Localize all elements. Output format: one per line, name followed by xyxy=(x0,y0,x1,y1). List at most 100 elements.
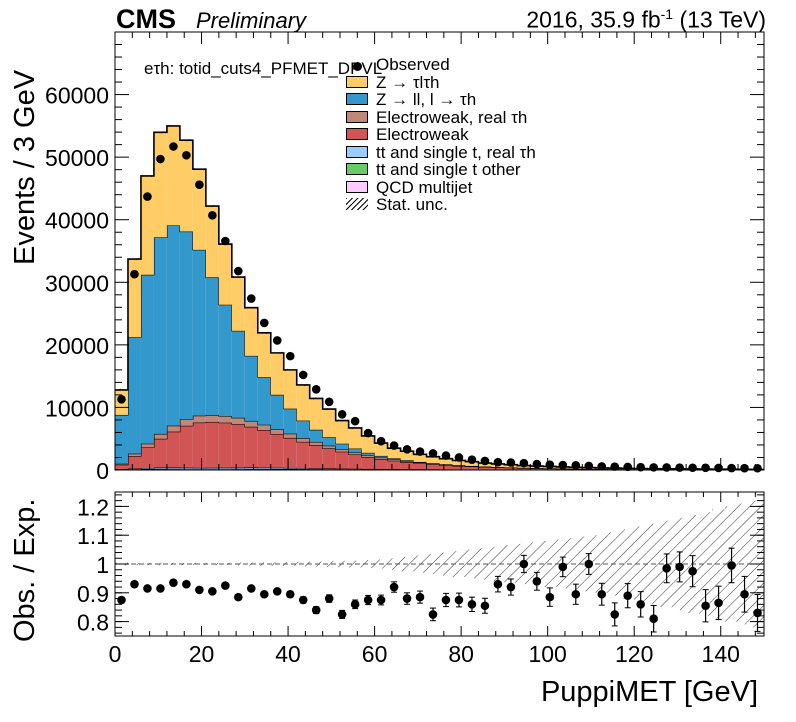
ratio-point-23 xyxy=(415,592,425,602)
ratio-point-18 xyxy=(350,600,360,609)
stack-bar-4-5 xyxy=(179,419,193,426)
stack-bar-3-25 xyxy=(439,465,453,470)
stack-bar-4-4 xyxy=(166,425,180,432)
stack-bar-4-18 xyxy=(348,452,362,455)
ratio-y-tick-label-0: 0.8 xyxy=(77,610,109,636)
stack-bar-3-8 xyxy=(218,422,232,468)
stack-bar-2-11 xyxy=(257,467,271,469)
legend-swatch xyxy=(346,58,368,71)
ratio-y-tick-label-2: 1 xyxy=(96,552,109,578)
stack-bar-6-20 xyxy=(374,443,388,456)
ratio-point-44 xyxy=(688,566,697,576)
x-axis-label: PuppiMET [GeV] xyxy=(540,676,758,708)
stack-bar-3-6 xyxy=(192,422,206,467)
experiment-label: CMS xyxy=(116,4,176,34)
ratio-point-30 xyxy=(506,582,516,592)
ratio-point-42 xyxy=(662,564,671,573)
stack-bar-3-13 xyxy=(283,437,297,468)
stack-bar-5-9 xyxy=(231,330,245,418)
ratio-point-21 xyxy=(389,582,399,592)
ratio-unc-band-24 xyxy=(426,553,440,575)
stack-bar-3-0 xyxy=(115,464,128,470)
stat-unc-band-3 xyxy=(153,131,167,134)
stack-bar-5-6 xyxy=(192,249,206,416)
observed-point-39 xyxy=(623,462,633,472)
observed-point-48 xyxy=(740,463,749,473)
ratio-y-axis-label: Obs. / Exp. xyxy=(9,498,41,642)
ratio-point-26 xyxy=(454,595,464,605)
ratio-point-24 xyxy=(428,610,438,619)
observed-point-17 xyxy=(337,410,347,419)
ratio-point-10 xyxy=(246,584,256,593)
observed-point-24 xyxy=(428,449,438,458)
stack-bar-3-7 xyxy=(205,421,219,467)
stack-bar-3-15 xyxy=(309,445,323,469)
ratio-point-15 xyxy=(311,605,321,615)
stack-bar-4-20 xyxy=(374,457,388,460)
stack-bar-3-10 xyxy=(244,426,258,468)
stack-bar-6-16 xyxy=(322,409,336,438)
stat-unc-band-9 xyxy=(231,275,245,279)
stack-bar-4-9 xyxy=(231,417,245,425)
main-y-tick-label-4: 40000 xyxy=(45,208,109,234)
ratio-point-36 xyxy=(584,559,594,569)
stack-bar-4-11 xyxy=(257,424,271,431)
main-y-tick-label-6: 60000 xyxy=(45,83,109,109)
stack-bar-3-30 xyxy=(504,467,518,470)
stack-bar-5-5 xyxy=(179,231,193,420)
stack-bar-5-13 xyxy=(283,408,297,434)
legend-label: tt and single t other xyxy=(376,160,521,179)
observed-point-10 xyxy=(246,294,256,303)
ratio-point-46 xyxy=(714,598,723,608)
stack-bar-6-1 xyxy=(127,259,141,338)
observed-point-15 xyxy=(311,384,321,394)
main-y-axis-label: Events / 3 GeV xyxy=(9,69,41,265)
stack-bar-6-10 xyxy=(244,307,258,356)
ratio-point-33 xyxy=(545,592,555,602)
stat-unc-band-7 xyxy=(205,204,219,208)
stack-bar-6-18 xyxy=(348,427,362,449)
observed-point-9 xyxy=(234,266,243,276)
observed-point-21 xyxy=(389,441,399,450)
observed-point-31 xyxy=(519,458,529,468)
x-tick-label-5: 100 xyxy=(528,641,566,667)
observed-point-46 xyxy=(714,463,723,473)
observed-point-28 xyxy=(480,456,490,466)
stack-bar-3-9 xyxy=(231,424,245,468)
ratio-point-11 xyxy=(259,589,269,599)
observed-point-29 xyxy=(493,457,503,467)
observed-point-5 xyxy=(182,150,191,160)
observed-point-34 xyxy=(558,460,568,470)
stack-bar-2-10 xyxy=(244,467,258,469)
observed-point-36 xyxy=(584,461,594,471)
stack-bar-6-7 xyxy=(205,206,219,278)
stack-bar-2-8 xyxy=(218,467,232,469)
legend-swatch xyxy=(346,93,368,105)
legend-label: Stat. unc. xyxy=(376,195,448,214)
stat-unc-band-1 xyxy=(127,257,141,261)
ratio-point-41 xyxy=(649,614,658,624)
observed-point-0 xyxy=(117,394,126,404)
stack-bar-6-17 xyxy=(335,420,349,444)
ratio-point-34 xyxy=(558,562,568,572)
observed-point-22 xyxy=(402,445,412,454)
stat-unc-band-15 xyxy=(309,397,323,400)
main-frame xyxy=(114,31,765,471)
stack-bar-2-7 xyxy=(205,466,219,469)
stack-bar-4-13 xyxy=(283,433,297,438)
ratio-y-tick-label-3: 1.1 xyxy=(77,523,109,549)
legend-label: tt and single t, real τh xyxy=(376,142,536,162)
stack-bar-4-3 xyxy=(153,433,167,439)
observed-point-12 xyxy=(272,336,282,345)
observed-point-44 xyxy=(688,463,697,473)
stack-bar-6-5 xyxy=(179,140,193,232)
stat-unc-band-10 xyxy=(244,306,258,309)
stack-bar-4-8 xyxy=(218,416,232,423)
stack-bar-3-31 xyxy=(517,468,531,470)
stack-bar-4-12 xyxy=(270,429,284,434)
stack-bar-5-18 xyxy=(348,448,362,453)
stack-bar-5-0 xyxy=(115,414,128,464)
x-tick-label-6: 120 xyxy=(615,641,653,667)
ratio-point-49 xyxy=(753,608,762,618)
stack-bar-1-5 xyxy=(179,468,193,470)
